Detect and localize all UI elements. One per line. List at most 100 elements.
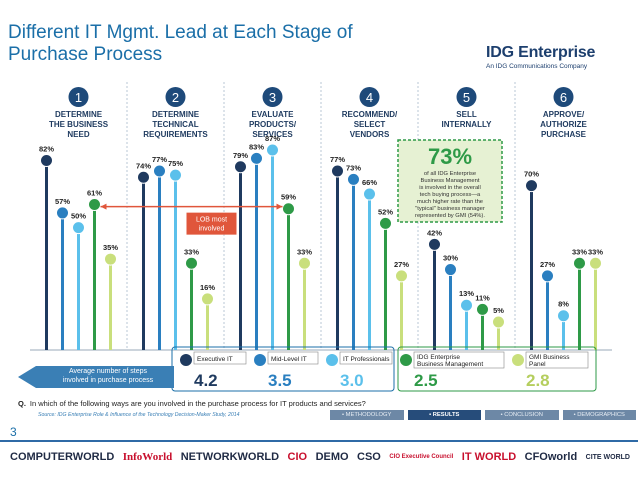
dot-4-5 [476, 302, 489, 316]
callout-line-2: Business Management [421, 178, 480, 184]
lob-arrow-head-right [276, 203, 283, 210]
value-label-5-1: 35% [103, 243, 118, 252]
stage-number-4: 4 [366, 90, 373, 105]
legend-dot-5 [512, 354, 524, 366]
logo-subtitle: An IDG Communications Company [486, 63, 588, 70]
value-label-5-6: 33% [588, 247, 603, 256]
title-line-2: Purchase Process [8, 44, 163, 65]
value-label-3-4: 66% [362, 178, 377, 187]
callout-box [397, 139, 503, 223]
dot-5-1 [104, 252, 117, 266]
legend-label-5-line-1: GMI Business [529, 354, 570, 361]
stage-number-5: 5 [463, 90, 470, 105]
lob-text-line-1: LOB most [196, 217, 227, 224]
avg-steps-banner-text: Average number of steps involved in purc… [40, 367, 176, 385]
value-label-4-3: 59% [281, 193, 296, 202]
value-label-5-4: 27% [394, 260, 409, 269]
dot-3-5 [460, 298, 473, 312]
nav-results[interactable]: • RESULTS [407, 410, 481, 420]
callout-line-7: represented by GMI (54%). [415, 213, 485, 219]
dot-5-5 [492, 315, 505, 329]
legend-label-4-line-2: Business Management [417, 361, 483, 368]
legend-dot-4 [400, 354, 412, 366]
page-title: Different IT Mgmt. Lead at Each Stage of… [8, 22, 428, 66]
nav-conclusion[interactable]: • CONCLUSION [485, 410, 559, 420]
nav-demographics[interactable]: • DEMOGRAPHICS [562, 410, 636, 420]
dot-5-2 [201, 292, 214, 306]
legend-label-1-line-1: Executive IT [197, 356, 233, 363]
value-label-3-6: 8% [558, 300, 569, 309]
callout-line-6: "typical" business manager [415, 206, 485, 212]
stage-number-2: 2 [172, 90, 179, 105]
brand-cio-council: CIO Executive Council [389, 454, 454, 460]
stage-label-2-line-3: REQUIREMENTS [143, 130, 208, 139]
dot-1-3 [234, 160, 247, 174]
value-label-3-1: 50% [71, 212, 86, 221]
stage-label-5-line-1: SELL [456, 110, 477, 119]
dot-2-1 [56, 206, 69, 220]
brand-demo: DEMO [315, 451, 349, 463]
question-label: Q. [18, 399, 26, 408]
value-label-1-3: 79% [233, 151, 248, 160]
stage-label-6-line-2: AUTHORIZE [540, 120, 587, 129]
dot-4-1 [88, 198, 101, 212]
stage-number-circle-5 [456, 87, 477, 107]
nav-methodology[interactable]: • METHODOLOGY [330, 410, 404, 420]
brand-networkworld: NETWORKWORLD [180, 451, 280, 463]
legend-label-2-line-1: Mid-Level IT [271, 356, 307, 363]
avg-steps-banner [36, 366, 174, 388]
page-number: 3 [10, 425, 17, 439]
dot-1-6 [525, 179, 538, 193]
callout-percent: 73% [428, 144, 472, 169]
stage-label-3-line-3: SERVICES [252, 130, 293, 139]
legend-label-5-line-2: Panel [529, 361, 546, 368]
legend-dot-1 [180, 354, 192, 366]
stage-label-4-line-2: SELECT [354, 120, 386, 129]
legend-dot-2 [254, 354, 266, 366]
callout-line-4: tech buying process—a [420, 192, 481, 198]
value-label-2-3: 83% [249, 142, 264, 151]
stage-label-4-line-3: VENDORS [350, 130, 390, 139]
dot-2-4 [347, 172, 360, 186]
dot-4-6 [573, 256, 586, 270]
value-label-2-5: 30% [443, 254, 458, 263]
dot-3-1 [72, 221, 85, 235]
value-label-1-1: 82% [39, 144, 54, 153]
brand-computerworld: COMPUTERWORLD [10, 451, 115, 463]
avg-steps-value-3: 3.0 [340, 371, 364, 390]
callout-line-1: of all IDG Enterprise [424, 171, 476, 177]
dot-1-1 [40, 153, 53, 167]
dot-3-4 [363, 187, 376, 201]
stage-number-circle-3 [262, 87, 283, 107]
stage-label-5-line-2: INTERNALLY [442, 120, 493, 129]
dot-2-6 [541, 269, 554, 283]
value-label-4-6: 33% [572, 247, 587, 256]
avg-steps-value-2: 3.5 [268, 371, 292, 390]
stage-label-1-line-2: THE BUSINESS [49, 120, 109, 129]
value-label-2-2: 77% [152, 155, 167, 164]
dot-3-3 [266, 143, 279, 157]
value-label-1-2: 74% [136, 161, 151, 170]
banner-arrow [18, 366, 36, 388]
legend-group-business [397, 346, 597, 392]
dot-1-5 [428, 237, 441, 251]
stage-label-3-line-2: PRODUCTS/ [249, 120, 297, 129]
stage-number-1: 1 [75, 90, 82, 105]
dot-5-3 [298, 256, 311, 270]
lob-box [186, 212, 237, 235]
stage-label-6-line-3: PURCHASE [541, 130, 587, 139]
stage-label-1-line-1: DETERMINE [55, 110, 103, 119]
stage-number-6: 6 [560, 90, 567, 105]
legend-label-4-line-1: IDG Enterprise [417, 354, 460, 361]
value-label-3-2: 75% [168, 159, 183, 168]
idg-logo: IDG Enterprise An IDG Communications Com… [486, 44, 634, 70]
dot-5-6 [589, 256, 602, 270]
value-label-4-5: 11% [475, 293, 490, 302]
avg-steps-value-1: 4.2 [194, 371, 218, 390]
banner-line-2: involved in purchase process [62, 377, 154, 384]
dot-4-4 [379, 216, 392, 230]
section-nav: • METHODOLOGY • RESULTS • CONCLUSION • D… [330, 410, 636, 420]
value-label-1-4: 77% [330, 155, 345, 164]
dot-3-2 [169, 168, 182, 182]
